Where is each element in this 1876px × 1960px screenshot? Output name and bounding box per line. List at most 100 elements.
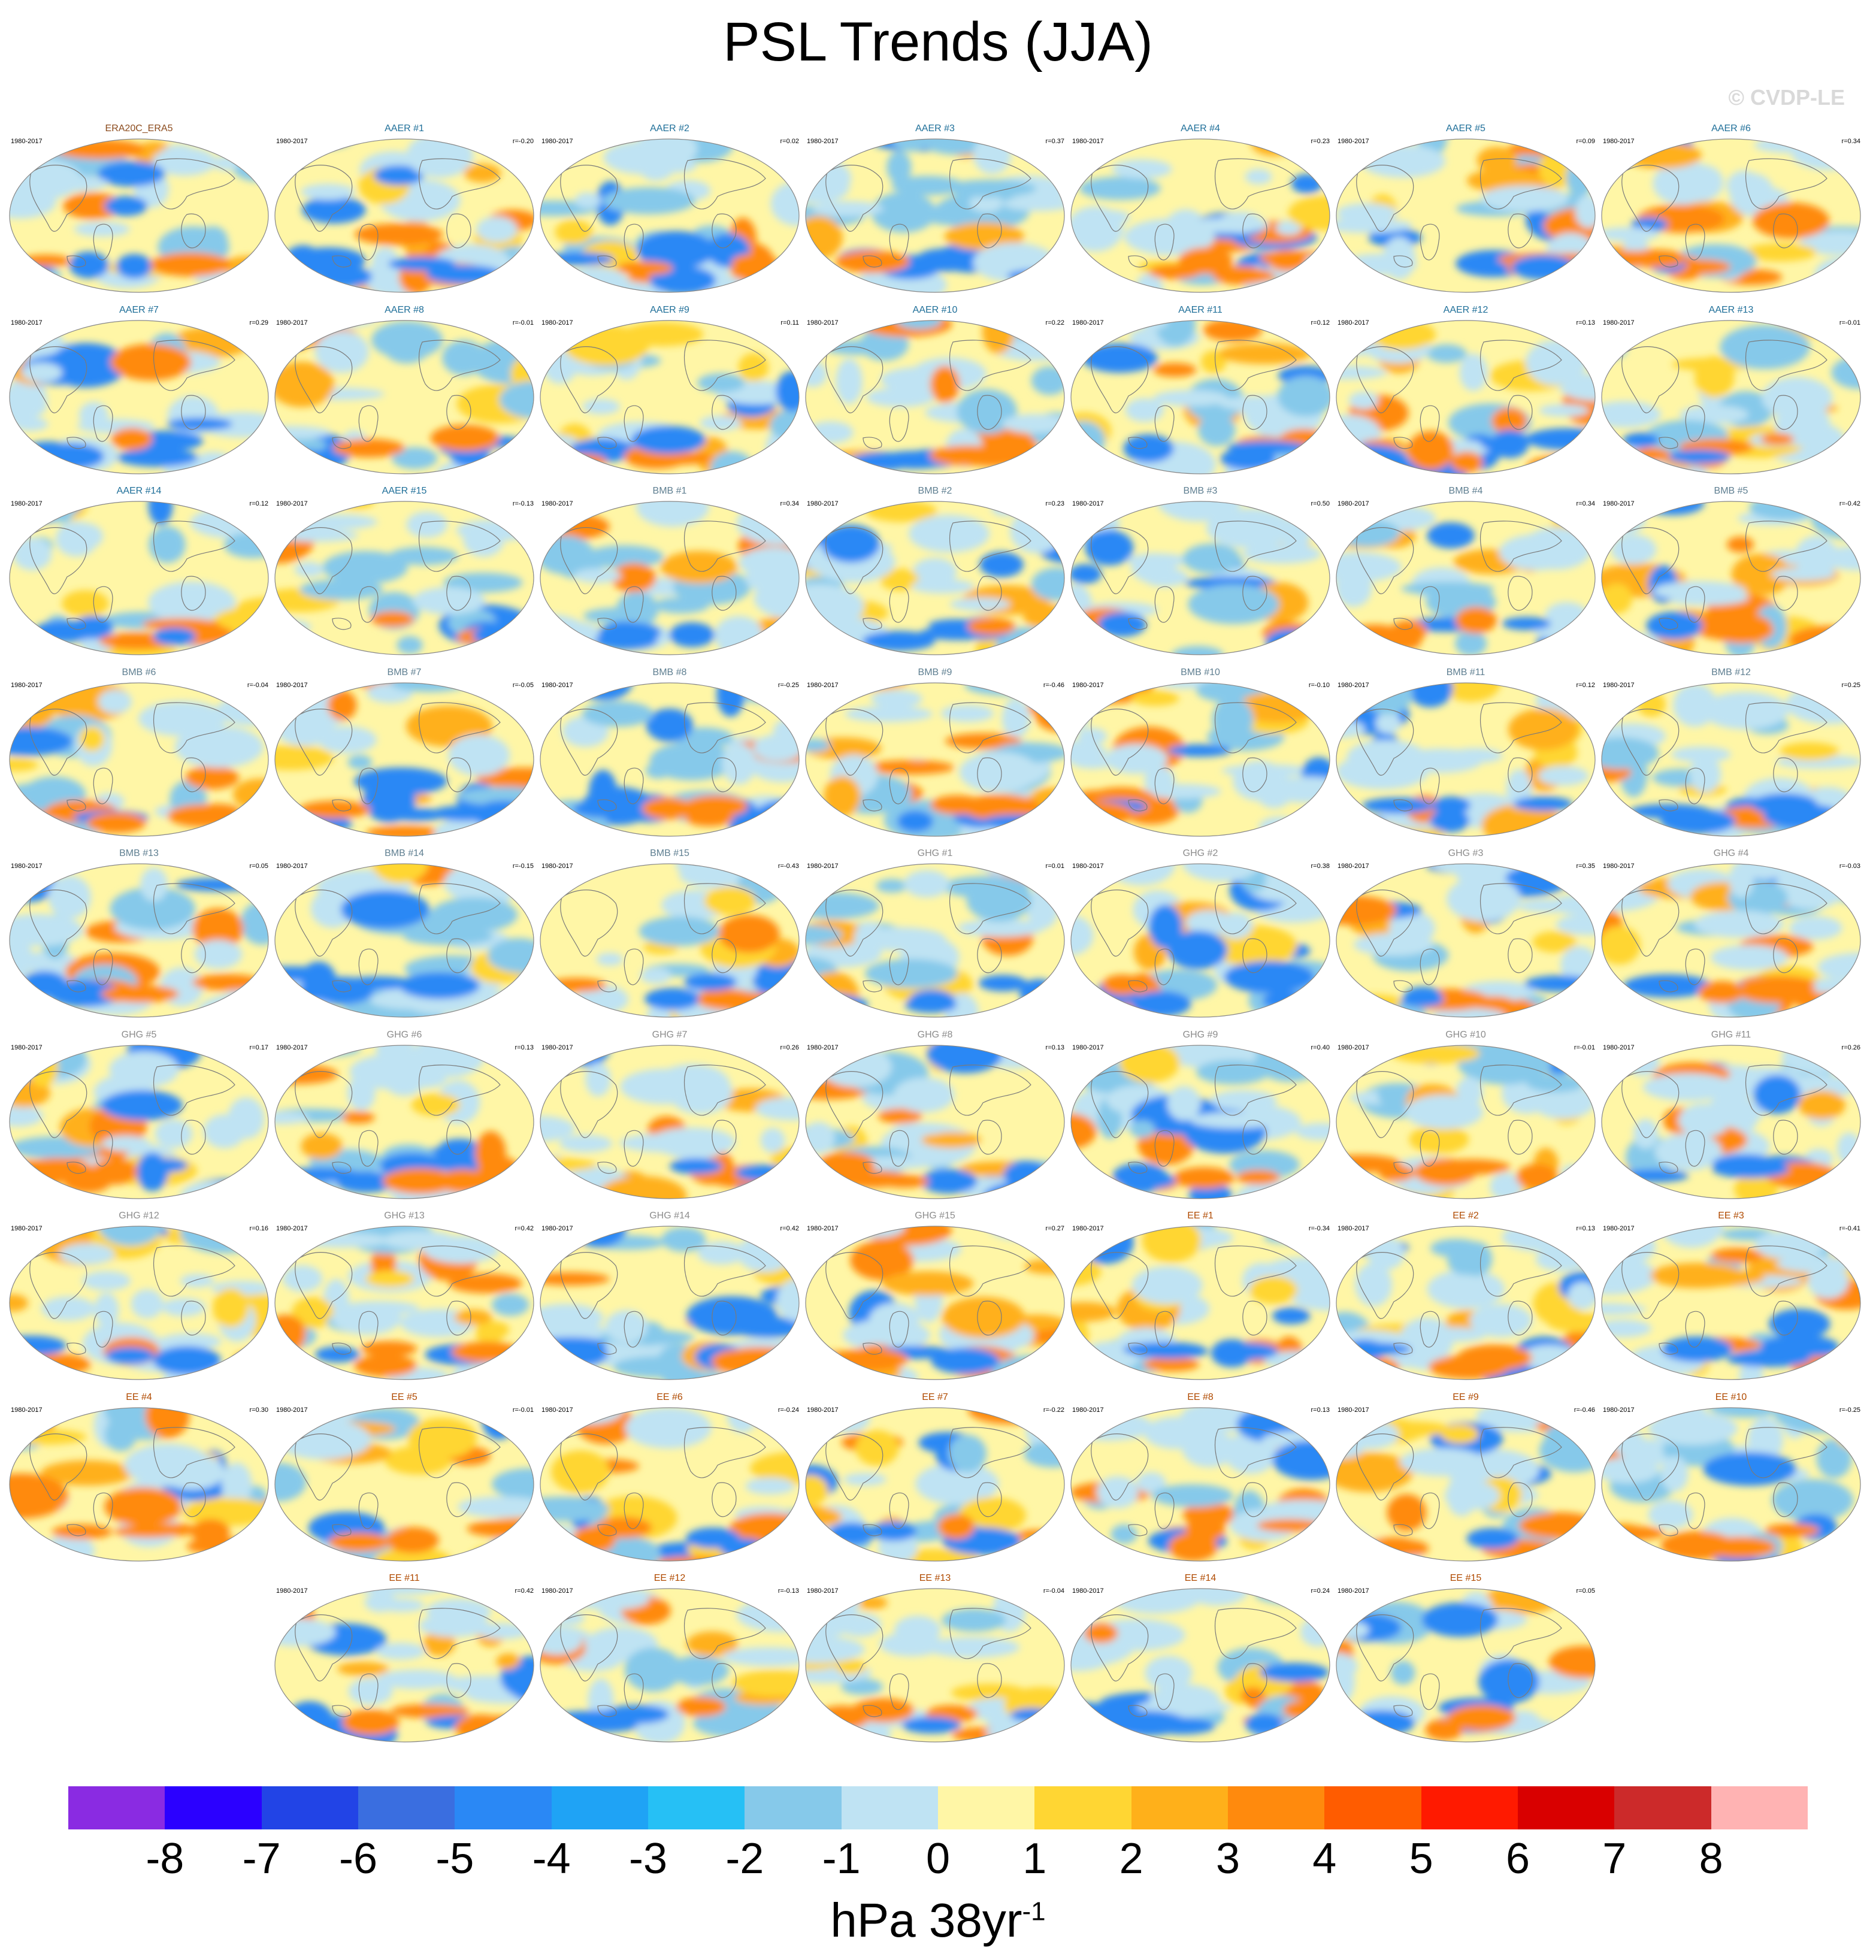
trend-region xyxy=(1384,1539,1429,1557)
trend-region xyxy=(1188,1183,1232,1199)
map-border xyxy=(1601,682,1861,837)
panel-years: 1980-2017 xyxy=(276,138,308,145)
panel-correlation: r=0.25 xyxy=(1841,681,1861,689)
trend-region xyxy=(1071,915,1094,955)
panel-years: 1980-2017 xyxy=(807,319,839,326)
trend-region xyxy=(275,425,331,439)
trend-region xyxy=(1698,981,1745,1003)
trend-region xyxy=(903,870,950,897)
colorbar-tick: -2 xyxy=(725,1835,764,1883)
trend-region xyxy=(295,561,324,577)
map-field xyxy=(1070,1407,1330,1562)
panel-correlation: r=0.42 xyxy=(515,1587,534,1595)
map-field xyxy=(1336,863,1596,1018)
trend-region xyxy=(1633,1118,1659,1149)
trend-region xyxy=(499,380,534,419)
trend-region xyxy=(1491,407,1527,434)
trend-region xyxy=(1524,975,1595,992)
trend-region xyxy=(1817,952,1860,982)
panel-title: GHG #1 xyxy=(917,848,953,858)
trend-region xyxy=(140,867,168,902)
trend-region xyxy=(1010,510,1063,553)
panel-correlation: r=0.13 xyxy=(515,1043,534,1051)
coastline xyxy=(1091,521,1297,630)
coastline xyxy=(1091,1608,1297,1717)
coastline xyxy=(1621,521,1827,630)
trend-region xyxy=(515,501,534,528)
map-border xyxy=(1336,501,1596,655)
map-panel: EE #4 1980-2017 r=0.30 xyxy=(7,1392,271,1566)
panel-years: 1980-2017 xyxy=(1072,1043,1104,1051)
trend-region xyxy=(1632,447,1670,462)
trend-region xyxy=(553,1711,613,1726)
trend-region xyxy=(904,997,957,1013)
map-panel: EE #12 1980-2017 r=-0.13 xyxy=(538,1573,801,1747)
coastline xyxy=(560,521,766,630)
trend-region xyxy=(862,631,936,651)
trend-region xyxy=(1071,1302,1116,1322)
trend-region xyxy=(1378,1084,1408,1107)
trend-region xyxy=(194,940,243,969)
trend-region xyxy=(388,546,459,565)
map-background xyxy=(1071,501,1330,655)
trend-region xyxy=(806,1635,865,1663)
colorbar-tick: 2 xyxy=(1119,1835,1143,1883)
trend-region xyxy=(341,1111,375,1124)
trend-region xyxy=(54,139,145,159)
map-panel: GHG #7 1980-2017 r=0.26 xyxy=(538,1030,801,1203)
trend-region xyxy=(540,448,567,474)
trend-region xyxy=(1263,1230,1327,1245)
trend-region xyxy=(1355,1357,1400,1377)
trend-region xyxy=(10,726,73,756)
map-panel: AAER #1 1980-2017 r=-0.20 xyxy=(273,123,536,297)
trend-region xyxy=(878,1108,922,1124)
trend-region xyxy=(10,1105,43,1127)
panel-title: GHG #14 xyxy=(649,1211,690,1221)
map-panel: EE #2 1980-2017 r=0.13 xyxy=(1334,1211,1597,1384)
trend-region xyxy=(437,1169,489,1193)
panel-years: 1980-2017 xyxy=(1603,500,1635,507)
trend-region xyxy=(22,362,63,382)
coastline xyxy=(1091,1245,1297,1355)
colorbar-swatch xyxy=(1518,1786,1615,1829)
trend-region xyxy=(1694,910,1784,938)
map-field xyxy=(540,863,800,1018)
map-field xyxy=(805,138,1065,293)
trend-region xyxy=(1807,1264,1849,1299)
map-field xyxy=(274,1226,534,1380)
panel-correlation: r=0.35 xyxy=(1576,863,1596,870)
panel-years: 1980-2017 xyxy=(276,1587,308,1595)
trend-region xyxy=(403,928,494,945)
panel-title: AAER #7 xyxy=(119,304,159,315)
trend-region xyxy=(1781,1045,1847,1073)
coastline xyxy=(1091,1064,1297,1173)
map-field xyxy=(1601,1226,1861,1380)
trend-region xyxy=(555,219,593,244)
trend-region xyxy=(382,1060,426,1096)
trend-region xyxy=(1654,1133,1722,1170)
trend-region xyxy=(82,1271,131,1291)
panel-years: 1980-2017 xyxy=(1338,138,1369,145)
trend-region xyxy=(806,171,850,204)
trend-region xyxy=(155,1119,193,1148)
trend-region xyxy=(812,201,884,217)
panel-correlation: r=0.13 xyxy=(1311,1406,1330,1414)
coastline xyxy=(295,701,501,811)
coastline xyxy=(560,1426,766,1536)
trend-region xyxy=(275,809,301,836)
panel-years: 1980-2017 xyxy=(541,1043,573,1051)
trend-region xyxy=(1131,991,1191,1017)
trend-region xyxy=(10,758,38,771)
colorbar-swatch xyxy=(68,1786,165,1829)
trend-region xyxy=(540,1407,571,1436)
map-field xyxy=(1070,138,1330,293)
trend-region xyxy=(1071,1644,1112,1671)
trend-region xyxy=(1577,627,1595,655)
map-panel: ERA20C_ERA5 1980-2017 xyxy=(7,123,271,297)
panel-years: 1980-2017 xyxy=(541,863,573,870)
trend-region xyxy=(1421,1602,1498,1637)
trend-region xyxy=(250,320,268,329)
map-field xyxy=(1601,1044,1861,1199)
trend-region xyxy=(1456,864,1508,890)
trend-region xyxy=(1010,1708,1053,1722)
